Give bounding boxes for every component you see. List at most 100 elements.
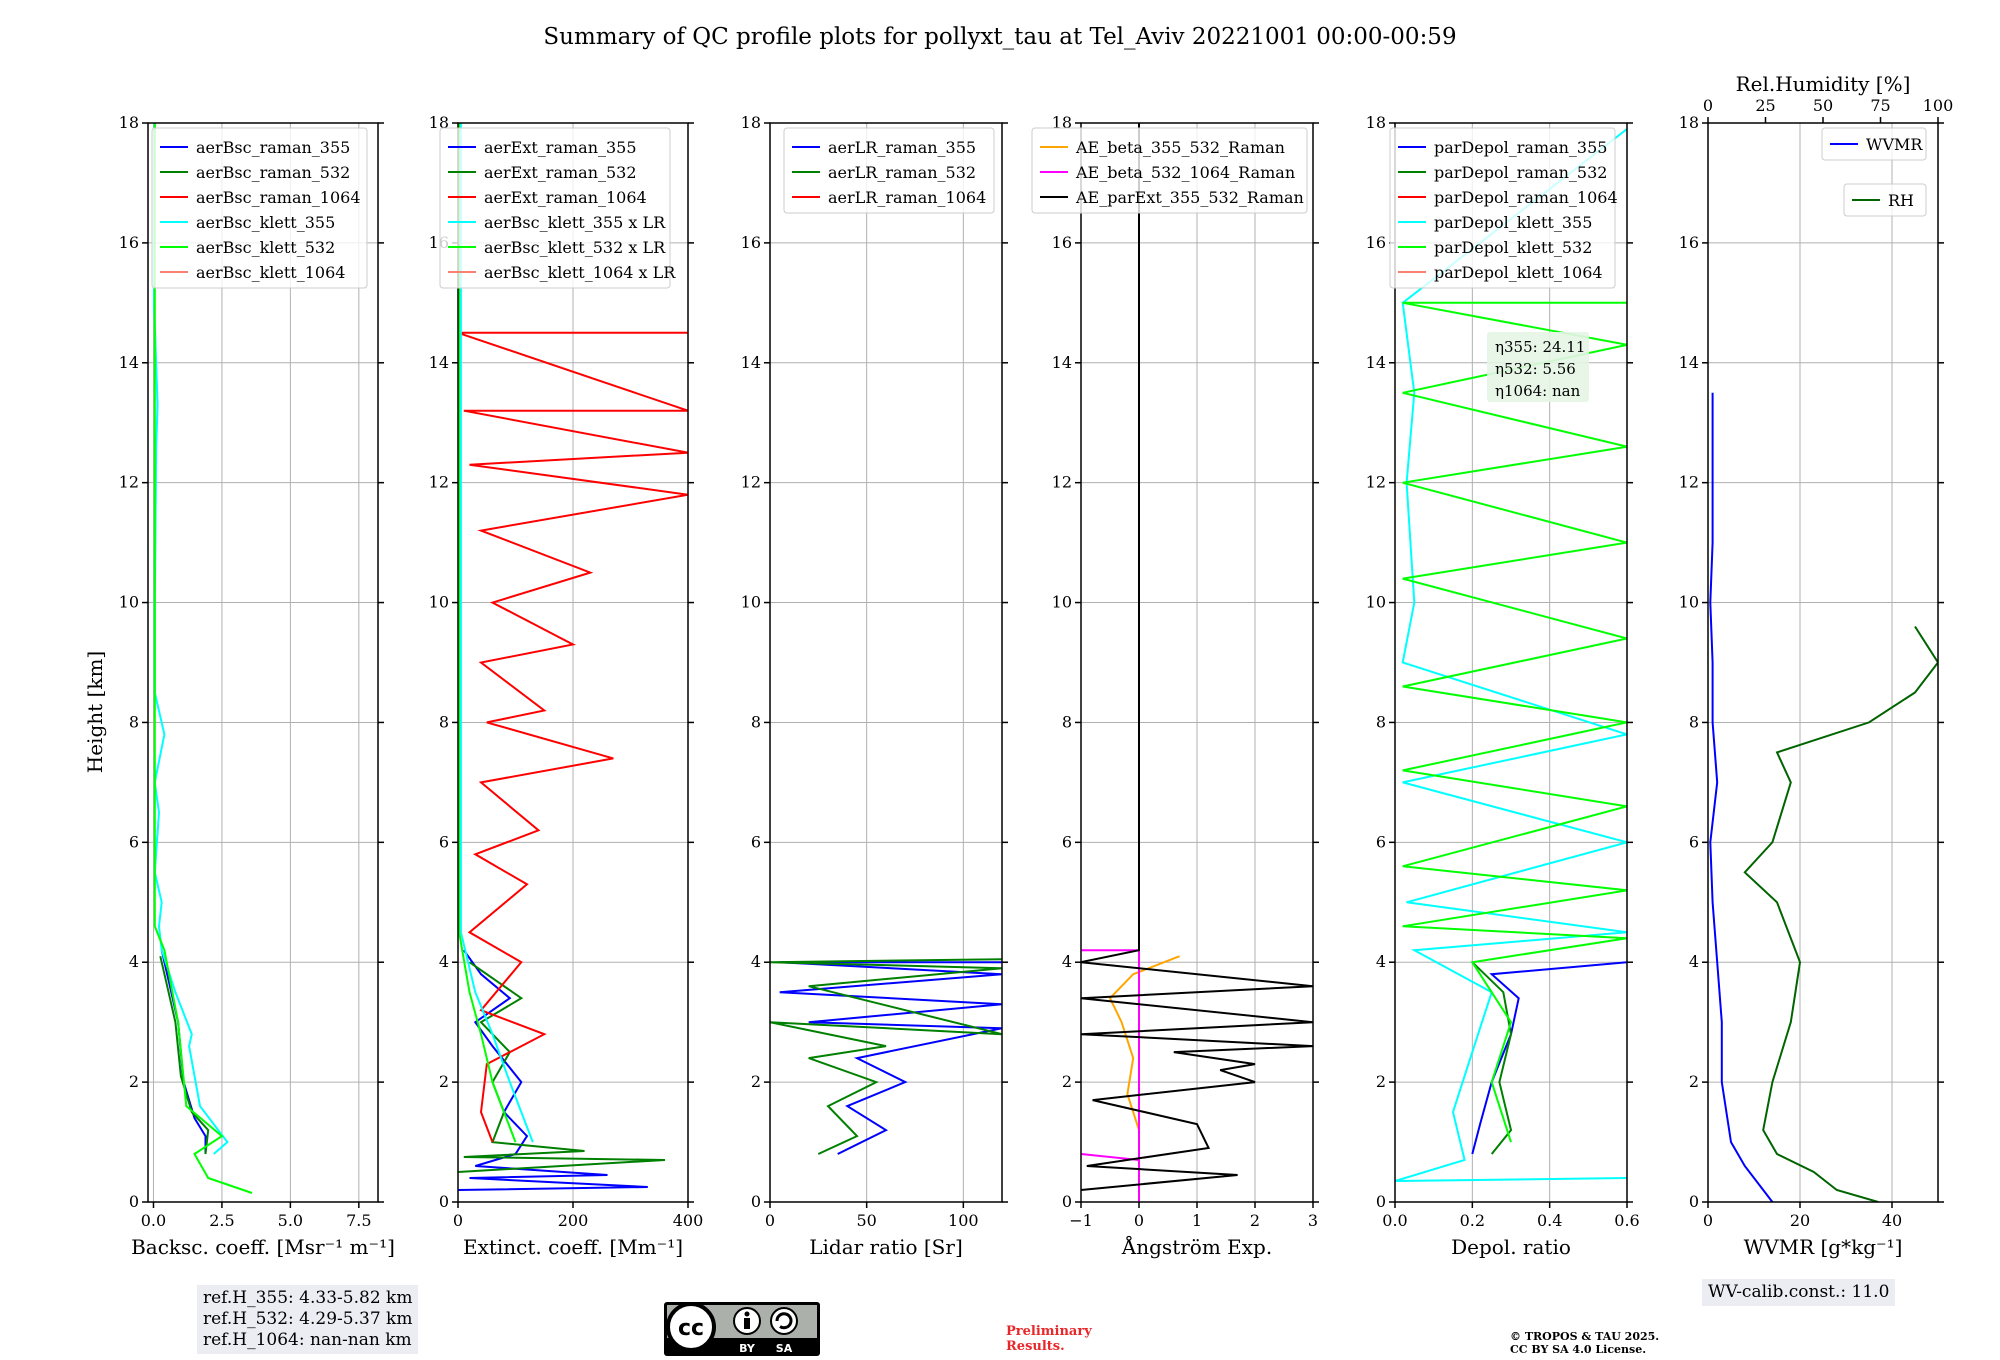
x-axis-label: Lidar ratio [Sr] bbox=[809, 1235, 963, 1259]
cc-license-badge: cc BY SA bbox=[664, 1302, 820, 1356]
legend-box bbox=[1843, 183, 1927, 217]
series-aerBsc_klett_532 bbox=[153, 123, 253, 1194]
legend-entry: parDepol_raman_1064 bbox=[1434, 188, 1618, 207]
series-AE_beta_532_1064_Raman bbox=[1081, 949, 1140, 1202]
series-AE_parExt_355_532_Raman bbox=[1081, 123, 1313, 1191]
x-tick-label: 7.5 bbox=[346, 1211, 371, 1230]
y-tick-label: 4 bbox=[1689, 952, 1699, 971]
eta-value: η1064: nan bbox=[1495, 382, 1581, 400]
legend-entry: aerBsc_klett_532 bbox=[196, 238, 335, 257]
legend-entry: aerLR_raman_1064 bbox=[828, 188, 986, 207]
x-tick-label: 0.0 bbox=[1382, 1211, 1407, 1230]
y-tick-label: 14 bbox=[119, 353, 139, 372]
y-tick-label: 4 bbox=[1376, 952, 1386, 971]
x-axis-label: Ångström Exp. bbox=[1121, 1234, 1272, 1259]
legend-entry: aerLR_raman_532 bbox=[828, 163, 976, 182]
series-AE_beta_355_532_Raman bbox=[1108, 955, 1180, 1154]
y-tick-label: 0 bbox=[751, 1192, 761, 1211]
y-tick-label: 12 bbox=[119, 473, 139, 492]
legend-entry: parDepol_klett_355 bbox=[1434, 213, 1592, 232]
y-tick-label: 16 bbox=[1679, 233, 1699, 252]
share-alike-icon bbox=[770, 1307, 798, 1335]
legend-entry: aerLR_raman_355 bbox=[828, 138, 976, 157]
x-tick-label: 0.2 bbox=[1460, 1211, 1485, 1230]
x-tick-label: 0 bbox=[453, 1211, 463, 1230]
axes-frame bbox=[769, 122, 1003, 1203]
x-tick-label: 3 bbox=[1308, 1211, 1318, 1230]
legend-entry: AE_parExt_355_532_Raman bbox=[1075, 188, 1304, 207]
y-tick-label: 12 bbox=[1052, 473, 1072, 492]
top-x-tick-label: 100 bbox=[1923, 96, 1954, 115]
legend-entry: parDepol_klett_532 bbox=[1434, 238, 1592, 257]
legend-entry: aerBsc_klett_1064 bbox=[196, 263, 345, 282]
y-tick-label: 14 bbox=[1679, 353, 1699, 372]
y-tick-label: 18 bbox=[119, 113, 139, 132]
series-aerLR_raman_532 bbox=[770, 958, 1002, 1155]
legend-entry: AE_beta_355_532_Raman bbox=[1075, 138, 1285, 157]
ref-height-1064: ref.H_1064: nan-nan km bbox=[203, 1330, 412, 1350]
y-tick-label: 14 bbox=[429, 353, 449, 372]
legend-entry: aerBsc_klett_1064 x LR bbox=[484, 263, 676, 282]
y-tick-label: 18 bbox=[1052, 113, 1072, 132]
y-tick-label: 16 bbox=[741, 233, 761, 252]
y-tick-label: 2 bbox=[439, 1072, 449, 1091]
top-x-tick-label: 50 bbox=[1813, 96, 1833, 115]
series-aerBsc_raman_532 bbox=[159, 955, 210, 1155]
eta-value: η532: 5.56 bbox=[1495, 360, 1576, 378]
wv-calibration-box: WV-calib.const.: 11.0 bbox=[1702, 1279, 1896, 1306]
y-tick-label: 0 bbox=[1689, 1192, 1699, 1211]
legend-entry: aerBsc_raman_355 bbox=[196, 138, 350, 157]
y-tick-label: 6 bbox=[751, 832, 761, 851]
y-tick-label: 10 bbox=[119, 593, 139, 612]
legend-entry: aerExt_raman_355 bbox=[484, 138, 637, 157]
x-tick-label: 400 bbox=[673, 1211, 704, 1230]
y-axis-label: Height [km] bbox=[83, 651, 107, 773]
x-tick-label: 0.4 bbox=[1537, 1211, 1562, 1230]
x-tick-label: 0 bbox=[1134, 1211, 1144, 1230]
x-tick-label: 20 bbox=[1790, 1211, 1810, 1230]
panel-bsc: 0 2 4 6 8 10 12 14 16 18 0.0 2.5 5.0 7.5 Backsc. coeff… bbox=[119, 113, 395, 1259]
ref-height-532: ref.H_532: 4.29-5.37 km bbox=[203, 1309, 413, 1329]
y-tick-label: 6 bbox=[1376, 832, 1386, 851]
y-tick-label: 10 bbox=[1679, 593, 1699, 612]
x-tick-label: 0.6 bbox=[1614, 1211, 1639, 1230]
y-tick-label: 0 bbox=[439, 1192, 449, 1211]
y-tick-label: 4 bbox=[751, 952, 761, 971]
y-tick-label: 0 bbox=[129, 1192, 139, 1211]
legend-box bbox=[439, 127, 671, 289]
series-aerBsc_klett_355 x LR bbox=[459, 123, 534, 1143]
top-x-tick-label: 25 bbox=[1755, 96, 1775, 115]
x-tick-label: −1 bbox=[1069, 1211, 1093, 1230]
x-tick-label: 0.0 bbox=[141, 1211, 166, 1230]
cc-sa-label: SA bbox=[776, 1342, 793, 1355]
axes-frame bbox=[1394, 122, 1628, 1203]
y-tick-label: 14 bbox=[1366, 353, 1386, 372]
series-aerExt_raman_355 bbox=[458, 949, 648, 1191]
top-axis-label: Rel.Humidity [%] bbox=[1736, 72, 1911, 96]
y-tick-label: 8 bbox=[1062, 712, 1072, 731]
legend-entry: parDepol_klett_1064 bbox=[1434, 263, 1603, 282]
axes-frame bbox=[147, 122, 379, 1203]
x-axis-label: WVMR [g*kg⁻¹] bbox=[1744, 1235, 1903, 1259]
cc-logo-icon bbox=[666, 1302, 716, 1352]
wv-calibration-constant: WV-calib.const.: 11.0 bbox=[1708, 1282, 1890, 1302]
y-tick-label: 16 bbox=[1366, 233, 1386, 252]
x-tick-label: 50 bbox=[856, 1211, 876, 1230]
y-tick-label: 2 bbox=[129, 1072, 139, 1091]
legend-entry: RH bbox=[1888, 191, 1914, 210]
x-tick-label: 100 bbox=[948, 1211, 979, 1230]
panel-lr: 0 2 4 6 8 10 12 14 16 18 0 50 100 Lidar ratio [Sr] aer… bbox=[741, 113, 1008, 1259]
series-parDepol_klett_532 bbox=[1402, 301, 1627, 1143]
x-axis-label: Depol. ratio bbox=[1451, 1235, 1571, 1259]
y-tick-label: 2 bbox=[1062, 1072, 1072, 1091]
y-tick-label: 8 bbox=[751, 712, 761, 731]
legend-entry: aerBsc_raman_532 bbox=[196, 163, 350, 182]
legend-box bbox=[1821, 127, 1927, 161]
eta-value: η355: 24.11 bbox=[1495, 338, 1585, 356]
y-tick-label: 8 bbox=[129, 712, 139, 731]
y-tick-label: 10 bbox=[429, 593, 449, 612]
x-tick-label: 2.5 bbox=[209, 1211, 234, 1230]
y-tick-label: 18 bbox=[1366, 113, 1386, 132]
x-tick-label: 200 bbox=[558, 1211, 589, 1230]
